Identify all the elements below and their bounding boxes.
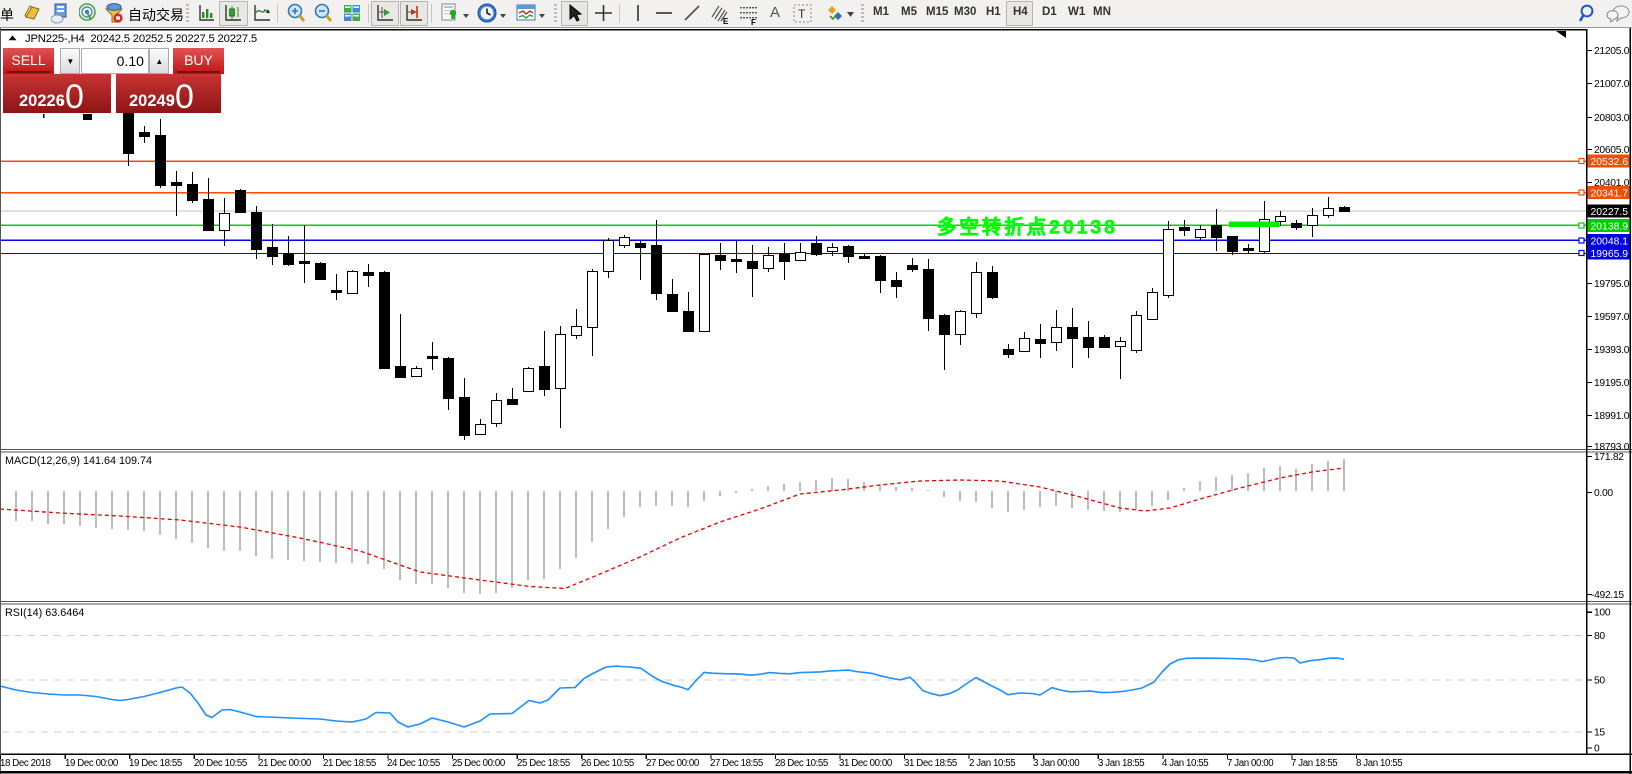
svg-text:T: T xyxy=(798,7,806,21)
svg-text:7 Jan 00:00: 7 Jan 00:00 xyxy=(1227,758,1274,769)
svg-text:0.00: 0.00 xyxy=(1594,488,1613,499)
svg-text:3 Jan 00:00: 3 Jan 00:00 xyxy=(1033,758,1080,769)
svg-text:RSI(14) 63.6464: RSI(14) 63.6464 xyxy=(5,607,84,619)
svg-text:7 Jan 18:55: 7 Jan 18:55 xyxy=(1291,758,1337,769)
svg-text:100: 100 xyxy=(1594,608,1611,619)
svg-text:0: 0 xyxy=(1594,743,1600,754)
svg-text:8 Jan 10:55: 8 Jan 10:55 xyxy=(1356,758,1402,769)
svg-text:19195.0: 19195.0 xyxy=(1594,378,1630,389)
svg-text:28 Dec 10:55: 28 Dec 10:55 xyxy=(775,758,828,769)
svg-text:19 Dec 18:55: 19 Dec 18:55 xyxy=(129,758,182,769)
svg-text:E: E xyxy=(723,17,729,26)
svg-text:20048.1: 20048.1 xyxy=(1591,237,1629,248)
svg-text:JPN225-,H4 20242.5 20252.5 20: JPN225-,H4 20242.5 20252.5 20227.5 20227… xyxy=(25,33,257,45)
svg-text:20138.9: 20138.9 xyxy=(1591,222,1629,233)
svg-text:20803.0: 20803.0 xyxy=(1594,113,1630,124)
svg-text:多空转折点20138: 多空转折点20138 xyxy=(937,216,1115,239)
svg-text:4 Jan 10:55: 4 Jan 10:55 xyxy=(1162,758,1208,769)
svg-text:27 Dec 00:00: 27 Dec 00:00 xyxy=(646,758,700,769)
svg-text:18991.0: 18991.0 xyxy=(1594,411,1630,422)
svg-text:21007.0: 21007.0 xyxy=(1594,79,1630,90)
svg-text:19393.0: 19393.0 xyxy=(1594,345,1630,356)
svg-text:20401.0: 20401.0 xyxy=(1594,178,1630,189)
svg-text:21 Dec 00:00: 21 Dec 00:00 xyxy=(258,758,312,769)
svg-text:80: 80 xyxy=(1594,631,1605,642)
svg-text:171.82: 171.82 xyxy=(1594,452,1624,463)
svg-text:21 Dec 18:55: 21 Dec 18:55 xyxy=(323,758,376,769)
svg-text:15: 15 xyxy=(1594,727,1605,738)
svg-text:19 Dec 00:00: 19 Dec 00:00 xyxy=(65,758,119,769)
svg-text:24 Dec 10:55: 24 Dec 10:55 xyxy=(387,758,440,769)
svg-text:MACD(12,26,9) 141.64 109.74: MACD(12,26,9) 141.64 109.74 xyxy=(5,455,152,467)
svg-text:19597.0: 19597.0 xyxy=(1594,312,1630,323)
svg-text:2 Jan 10:55: 2 Jan 10:55 xyxy=(969,758,1015,769)
svg-text:3 Jan 18:55: 3 Jan 18:55 xyxy=(1098,758,1144,769)
svg-text:26 Dec 10:55: 26 Dec 10:55 xyxy=(581,758,634,769)
svg-text:21205.0: 21205.0 xyxy=(1594,46,1630,57)
svg-text:20532.6: 20532.6 xyxy=(1591,157,1629,168)
svg-text:25 Dec 18:55: 25 Dec 18:55 xyxy=(517,758,570,769)
svg-text:20227.5: 20227.5 xyxy=(1591,207,1629,218)
svg-text:-492.15: -492.15 xyxy=(1591,590,1624,601)
svg-text:20605.0: 20605.0 xyxy=(1594,145,1630,156)
svg-text:20 Dec 10:55: 20 Dec 10:55 xyxy=(194,758,247,769)
svg-text:20341.7: 20341.7 xyxy=(1591,189,1629,200)
svg-text:50: 50 xyxy=(1594,676,1605,687)
svg-text:F: F xyxy=(751,18,756,26)
svg-text:31 Dec 00:00: 31 Dec 00:00 xyxy=(839,758,893,769)
svg-text:27 Dec 18:55: 27 Dec 18:55 xyxy=(710,758,763,769)
svg-text:18793.0: 18793.0 xyxy=(1594,442,1630,453)
svg-text:25 Dec 00:00: 25 Dec 00:00 xyxy=(452,758,506,769)
svg-text:19965.9: 19965.9 xyxy=(1591,249,1629,260)
svg-text:18 Dec 2018: 18 Dec 2018 xyxy=(0,758,51,769)
svg-text:31 Dec 18:55: 31 Dec 18:55 xyxy=(904,758,957,769)
svg-text:19795.0: 19795.0 xyxy=(1594,279,1630,290)
